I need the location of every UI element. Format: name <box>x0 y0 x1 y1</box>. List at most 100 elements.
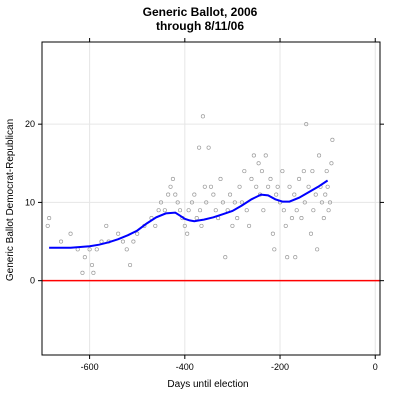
data-point <box>263 153 268 158</box>
data-point <box>259 169 264 174</box>
data-point <box>308 231 314 236</box>
data-point <box>317 153 322 158</box>
data-point <box>297 176 302 181</box>
data-point <box>281 208 286 213</box>
data-point <box>330 137 335 142</box>
data-point <box>249 176 254 181</box>
data-point <box>326 208 331 213</box>
chart-title: Generic Ballot, 2006 <box>143 5 258 19</box>
data-point <box>199 223 204 228</box>
tick-labels: -600 -400 -200 0 0 10 20 <box>25 119 378 372</box>
data-point <box>45 223 50 228</box>
data-point <box>206 145 211 150</box>
data-point <box>158 200 164 205</box>
data-point <box>239 200 244 205</box>
data-point <box>247 223 252 228</box>
data-point <box>301 169 306 174</box>
data-point <box>275 184 280 189</box>
data-point <box>168 184 173 189</box>
data-point <box>268 176 273 181</box>
data-point <box>131 239 136 244</box>
data-point <box>162 208 167 213</box>
data-point <box>256 161 261 166</box>
data-point <box>198 208 203 213</box>
data-point <box>211 192 216 197</box>
data-point <box>292 192 297 197</box>
data-point <box>261 208 266 213</box>
data-point <box>194 216 199 221</box>
data-point <box>166 192 171 197</box>
data-point <box>327 200 333 205</box>
data-point <box>311 208 316 213</box>
data-point <box>94 247 99 252</box>
data-point <box>270 231 275 236</box>
grid <box>42 42 380 355</box>
data-point <box>227 192 233 197</box>
x-tick-label: -200 <box>271 362 289 372</box>
data-point <box>47 216 52 221</box>
data-point <box>89 262 95 268</box>
data-point <box>232 200 237 205</box>
data-point <box>135 231 140 236</box>
y-axis-label: Generic Ballot Democrat-Republican <box>5 119 16 281</box>
data-point <box>289 216 294 221</box>
y-tick-label: 0 <box>30 276 35 286</box>
data-point <box>124 247 129 252</box>
data-point <box>173 192 178 197</box>
data-point <box>218 176 223 181</box>
data-point <box>319 200 324 205</box>
data-point <box>82 255 87 260</box>
data-point <box>128 262 133 268</box>
data-point <box>251 153 256 158</box>
data-point <box>254 184 259 189</box>
data-point <box>293 255 298 260</box>
data-point <box>80 270 85 275</box>
data-point <box>175 200 180 205</box>
data-point <box>244 208 249 213</box>
data-point <box>87 247 92 252</box>
data-point <box>287 184 292 189</box>
data-point <box>294 208 299 213</box>
data-point <box>329 161 334 166</box>
data-point <box>274 192 279 197</box>
y-tick-label: 20 <box>25 119 35 129</box>
data-point <box>220 200 225 205</box>
data-point <box>321 216 326 221</box>
data-point <box>192 192 197 197</box>
data-point <box>178 208 183 213</box>
data-point <box>99 239 104 244</box>
data-point <box>310 169 315 174</box>
data-point <box>242 169 247 174</box>
x-tick-label: -400 <box>176 362 194 372</box>
data-point <box>104 223 109 228</box>
data-point <box>280 169 285 174</box>
data-point <box>315 247 320 252</box>
data-point <box>189 200 195 205</box>
data-point <box>223 255 228 260</box>
x-axis-label: Days until election <box>167 379 248 390</box>
axis-ticks <box>38 38 384 359</box>
data-point <box>197 145 202 150</box>
data-point <box>208 184 214 189</box>
data-point <box>323 192 328 197</box>
data-point <box>58 239 64 244</box>
data-point <box>170 176 175 181</box>
data-point <box>304 122 309 127</box>
data-point <box>235 216 240 221</box>
data-point <box>306 184 311 189</box>
y-tick-label: 10 <box>25 197 35 207</box>
data-point <box>116 231 121 236</box>
data-point <box>186 208 191 213</box>
data-point <box>153 223 158 228</box>
data-point <box>202 184 207 189</box>
data-point <box>230 223 235 228</box>
data-point <box>91 270 96 275</box>
data-point <box>266 184 271 189</box>
data-point <box>313 192 318 197</box>
x-tick-label: 0 <box>373 362 378 372</box>
data-point <box>285 255 290 260</box>
data-point <box>120 239 125 244</box>
data-point <box>302 200 307 205</box>
data-point <box>325 184 330 189</box>
